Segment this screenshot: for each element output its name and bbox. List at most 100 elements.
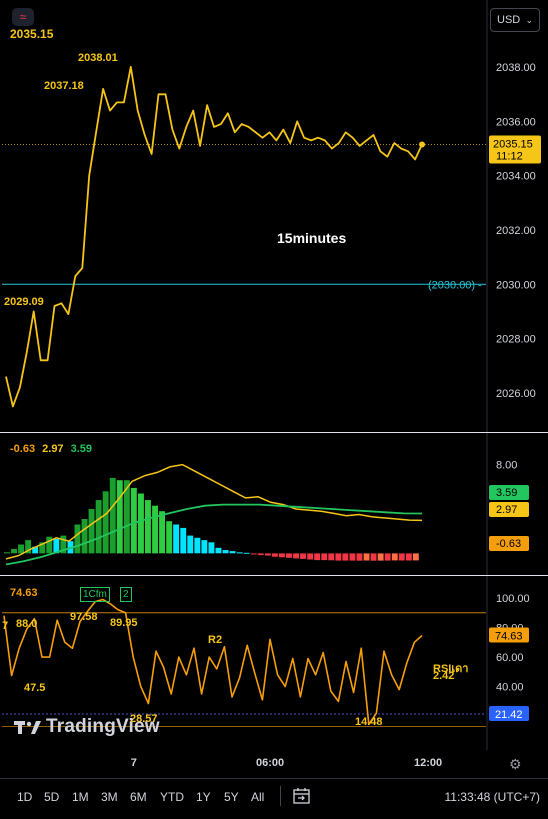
goto-date-icon[interactable] xyxy=(292,786,312,806)
symbol-logo-icon[interactable]: ≈ xyxy=(12,8,34,26)
range-1d[interactable]: 1D xyxy=(17,790,33,804)
macd-histogram-bar xyxy=(293,553,299,559)
bottom-toolbar xyxy=(0,778,548,819)
macd-histogram-bar xyxy=(166,521,173,554)
macd-histogram-bar xyxy=(279,553,285,558)
macd-histogram-bar xyxy=(60,535,67,554)
macd-histogram-bar xyxy=(116,480,123,554)
macd-histogram-bar xyxy=(187,535,194,554)
macd-histogram-bar xyxy=(208,542,215,554)
macd-histogram-bar xyxy=(398,553,405,561)
macd-histogram-bar xyxy=(264,553,271,556)
rsi-line xyxy=(3,598,423,726)
price-series-line xyxy=(5,66,423,408)
macd-histogram-bar xyxy=(201,540,208,554)
currency-select[interactable]: USD ⌄ xyxy=(490,8,540,32)
macd-histogram-bar xyxy=(145,500,151,554)
rsi-point-label: 88.0 xyxy=(16,618,38,630)
macd-value-tag-text: -0.63 xyxy=(496,538,521,550)
macd-histogram-bar xyxy=(130,487,137,554)
macd-histogram-bar xyxy=(53,538,60,554)
macd-histogram-bar xyxy=(138,493,144,554)
last-price-tag xyxy=(489,135,541,164)
rsi-point-label: 97.58 xyxy=(70,611,98,623)
toolbar-divider xyxy=(280,786,281,806)
bar-countdown: 11:12 xyxy=(496,151,523,163)
macd-histogram-bar xyxy=(271,553,278,557)
macd-histogram-bar xyxy=(173,524,180,554)
time-axis-tick: 06:00 xyxy=(256,757,284,769)
rsi-point-label: 7 xyxy=(2,620,9,632)
macd-histogram-bar xyxy=(11,548,17,554)
rsi-level-tag xyxy=(489,706,529,722)
currency-label: USD xyxy=(497,14,521,26)
count-marker: 2 xyxy=(120,587,132,602)
rsi-axis-tick: 60.00 xyxy=(496,652,524,664)
time-axis-tick: 12:00 xyxy=(414,757,442,769)
macd-value-tag-text: 3.59 xyxy=(496,487,517,499)
macd-histogram-bar xyxy=(102,491,109,554)
macd-histogram-bar xyxy=(300,553,306,559)
chart-title: 15minutes xyxy=(277,230,347,246)
price-axis-tick: 2032.00 xyxy=(496,225,536,237)
macd-histogram-bar xyxy=(4,552,10,554)
macd-histogram-bar xyxy=(314,553,321,561)
macd-histogram-bar xyxy=(81,519,88,554)
high-label: 2037.18 xyxy=(44,80,84,92)
rsi-point-label: 47.5 xyxy=(24,682,46,694)
macd-histogram-bar xyxy=(257,553,264,556)
range-ytd[interactable]: YTD xyxy=(160,790,184,804)
range-3m[interactable]: 3M xyxy=(101,790,118,804)
macd-histogram-bar xyxy=(222,550,229,554)
macd-histogram-bar xyxy=(377,553,384,561)
header-price: 2035.15 xyxy=(10,27,54,41)
macd-histogram-bar xyxy=(370,553,377,561)
macd-histogram-bar xyxy=(159,511,165,554)
macd-histogram-bar xyxy=(321,553,328,561)
range-6m[interactable]: 6M xyxy=(130,790,147,804)
macd-value-tag xyxy=(489,536,529,551)
rsi-legend-name: RSIเดา xyxy=(433,663,469,675)
rsi-value-tag-text: 74.63 xyxy=(495,630,523,642)
price-axis-tick: 2026.00 xyxy=(496,388,536,400)
range-5y[interactable]: 5Y xyxy=(224,790,239,804)
macd-histogram-bar xyxy=(215,547,222,554)
macd-signal-value: 3.59 xyxy=(70,443,93,455)
clock-display[interactable]: 11:33:48 (UTC+7) xyxy=(444,790,541,804)
time-axis-tick: 7 xyxy=(131,757,137,769)
peak-label: 2038.01 xyxy=(78,52,118,64)
rsi-point-label: 28.57 xyxy=(130,713,158,725)
rsi-axis-tick: 100.00 xyxy=(496,593,530,605)
macd-histogram-bar xyxy=(18,544,24,554)
macd-histogram-bar xyxy=(39,542,46,554)
macd-histogram-bar xyxy=(342,553,349,561)
macd-histogram-bar xyxy=(152,505,158,554)
settings-gear-icon[interactable]: ⚙ xyxy=(509,756,522,772)
price-axis-tick: 2030.00 xyxy=(496,279,536,291)
rsi-point-label: 14.48 xyxy=(355,716,383,728)
range-5d[interactable]: 5D xyxy=(44,790,60,804)
macd-line-value: 2.97 xyxy=(42,443,64,455)
macd-histogram-bar xyxy=(412,553,419,561)
macd-histogram-bar xyxy=(236,552,243,554)
macd-histogram-bar xyxy=(405,553,412,561)
macd-histogram-bar xyxy=(88,509,95,554)
macd-line xyxy=(5,463,423,560)
macd-histogram-bar xyxy=(356,553,363,561)
confirm-marker: 1Cfm xyxy=(80,587,110,602)
macd-histogram-value: -0.63 xyxy=(10,443,36,455)
price-axis-tick: 2036.00 xyxy=(496,116,536,128)
macd-histogram-bar xyxy=(95,500,102,554)
range-1m[interactable]: 1M xyxy=(72,790,89,804)
macd-histogram-bar xyxy=(194,537,201,554)
macd-histogram-bar xyxy=(243,552,250,554)
tradingview-logo-icon xyxy=(14,721,41,734)
macd-histogram-bar xyxy=(32,546,39,554)
range-all[interactable]: All xyxy=(251,790,265,804)
range-1y[interactable]: 1Y xyxy=(196,790,211,804)
macd-histogram-bar xyxy=(363,553,370,561)
low-label: 2029.09 xyxy=(4,296,44,308)
macd-histogram-bar xyxy=(349,553,356,561)
macd-value-tag-text: 2.97 xyxy=(496,504,517,516)
